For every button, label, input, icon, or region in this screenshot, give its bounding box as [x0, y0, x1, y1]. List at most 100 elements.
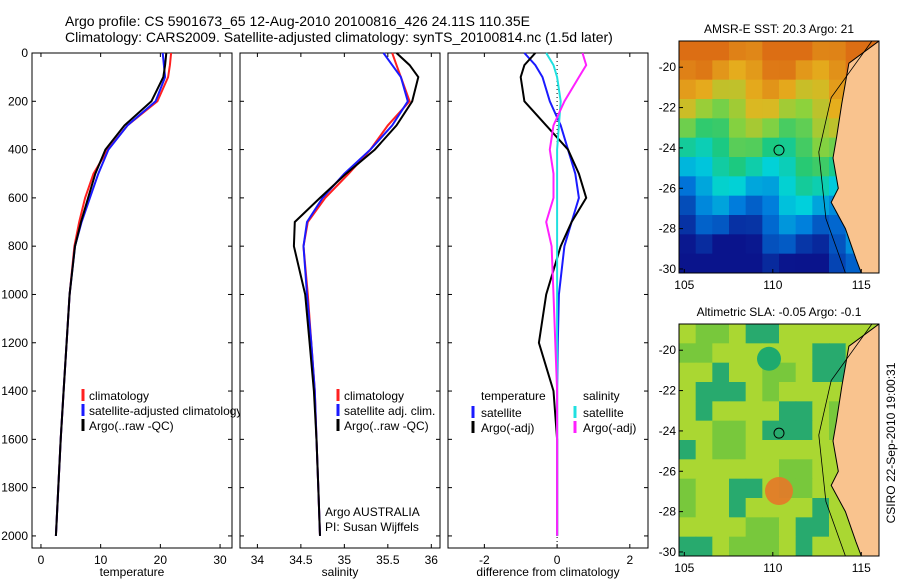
map-cell: [745, 176, 763, 197]
map-cell: [679, 234, 697, 255]
map-cell: [745, 195, 763, 216]
x-tick-label: -2: [479, 553, 490, 567]
map-cell: [745, 498, 763, 518]
map-cell: [795, 536, 813, 556]
map-cell: [679, 215, 697, 235]
legend-label: satellite-adjusted climatology: [89, 404, 242, 418]
map-cell: [812, 420, 830, 441]
map-cell: [812, 41, 830, 61]
map-cell: [712, 137, 730, 158]
x-tick-label: 34: [251, 553, 265, 567]
map-cell: [712, 498, 730, 518]
map-cell: [795, 60, 813, 81]
map-cell: [695, 459, 713, 480]
map-cell: [712, 420, 730, 441]
map-cell: [712, 324, 730, 344]
map-cell: [829, 343, 847, 364]
map-cell: [779, 536, 797, 556]
map-cell: [795, 382, 813, 402]
map-cell: [679, 195, 697, 216]
map-cell: [812, 215, 830, 235]
legend-label: satellite: [481, 406, 522, 420]
series-line: [545, 52, 588, 536]
map-cell: [795, 498, 813, 518]
y-tick-label: 200: [8, 94, 28, 108]
figure-title-line1: Argo profile: CS 5901673_65 12-Aug-2010 …: [65, 13, 530, 29]
map-cell: [695, 253, 713, 273]
map-x-tick-label: 115: [852, 278, 871, 292]
map-y-tick-label: -26: [659, 464, 677, 478]
map-cell: [829, 253, 847, 273]
map-cell: [762, 176, 780, 197]
map-cell: [762, 79, 780, 100]
x-tick-label: 2: [626, 553, 633, 567]
legend-label: Argo(..raw -QC): [344, 419, 429, 433]
map-cell: [745, 478, 763, 499]
map-cell: [762, 99, 780, 119]
map-land: [830, 41, 879, 273]
map-cell: [712, 234, 730, 255]
map-cell: [745, 215, 763, 235]
map-title: AMSR-E SST: 20.3 Argo: 21: [704, 22, 854, 36]
map-cell: [779, 343, 797, 364]
map-cell: [712, 362, 730, 383]
map-cell: [695, 420, 713, 441]
map-cell: [729, 362, 747, 383]
map-cell: [812, 536, 830, 556]
map-x-tick-label: 110: [763, 561, 782, 575]
map-x-tick-label: 105: [674, 278, 694, 292]
map-cell: [812, 517, 830, 538]
map-cell: [779, 517, 797, 538]
map-y-tick-label: -20: [659, 343, 677, 357]
map-cell: [695, 517, 713, 538]
map-cell: [712, 478, 730, 499]
legend-label: climatology: [89, 389, 149, 403]
map-cell: [712, 401, 730, 422]
map-cell: [762, 234, 780, 255]
map-cell: [679, 498, 697, 518]
map-cell: [695, 118, 713, 139]
series-line: [519, 52, 588, 536]
y-tick-label: 1600: [1, 432, 28, 446]
map-cell: [745, 536, 763, 556]
x-axis-label: difference from climatology: [476, 565, 619, 579]
map-cell: [679, 99, 697, 119]
map-cell: [795, 234, 813, 255]
map-cell: [729, 118, 747, 139]
map-cell: [729, 99, 747, 119]
map-cell: [695, 137, 713, 158]
map-cell: [712, 60, 730, 81]
map-cell: [729, 343, 747, 364]
map-cell: [729, 215, 747, 235]
map-cell: [729, 536, 747, 556]
map-cell: [762, 517, 780, 538]
argo-marker: [773, 144, 785, 156]
map-cell: [795, 253, 813, 273]
map-cell: [762, 440, 780, 460]
map-cell: [712, 517, 730, 538]
map-cell: [729, 60, 747, 81]
map-cell: [745, 79, 763, 100]
map-cell: [779, 99, 797, 119]
map-cell: [695, 215, 713, 235]
map-cell: [695, 234, 713, 255]
map-cell: [729, 498, 747, 518]
map-cell: [762, 157, 780, 177]
map-cell: [729, 401, 747, 422]
map-cell: [695, 478, 713, 499]
map-cell: [812, 478, 830, 499]
y-tick-label: 1200: [1, 336, 28, 350]
map-cell: [795, 41, 813, 61]
y-tick-label: 1400: [1, 384, 28, 398]
map-cell: [745, 137, 763, 158]
map-cell: [829, 41, 847, 61]
map-cell: [729, 176, 747, 197]
legend-label: satellite: [583, 406, 624, 420]
x-tick-label: 10: [94, 553, 108, 567]
map-cell: [795, 420, 813, 441]
map-cell: [729, 517, 747, 538]
y-tick-label: 1800: [1, 481, 28, 495]
map-cell: [829, 60, 847, 81]
map-cell: [745, 440, 763, 460]
y-tick-label: 400: [8, 143, 28, 157]
